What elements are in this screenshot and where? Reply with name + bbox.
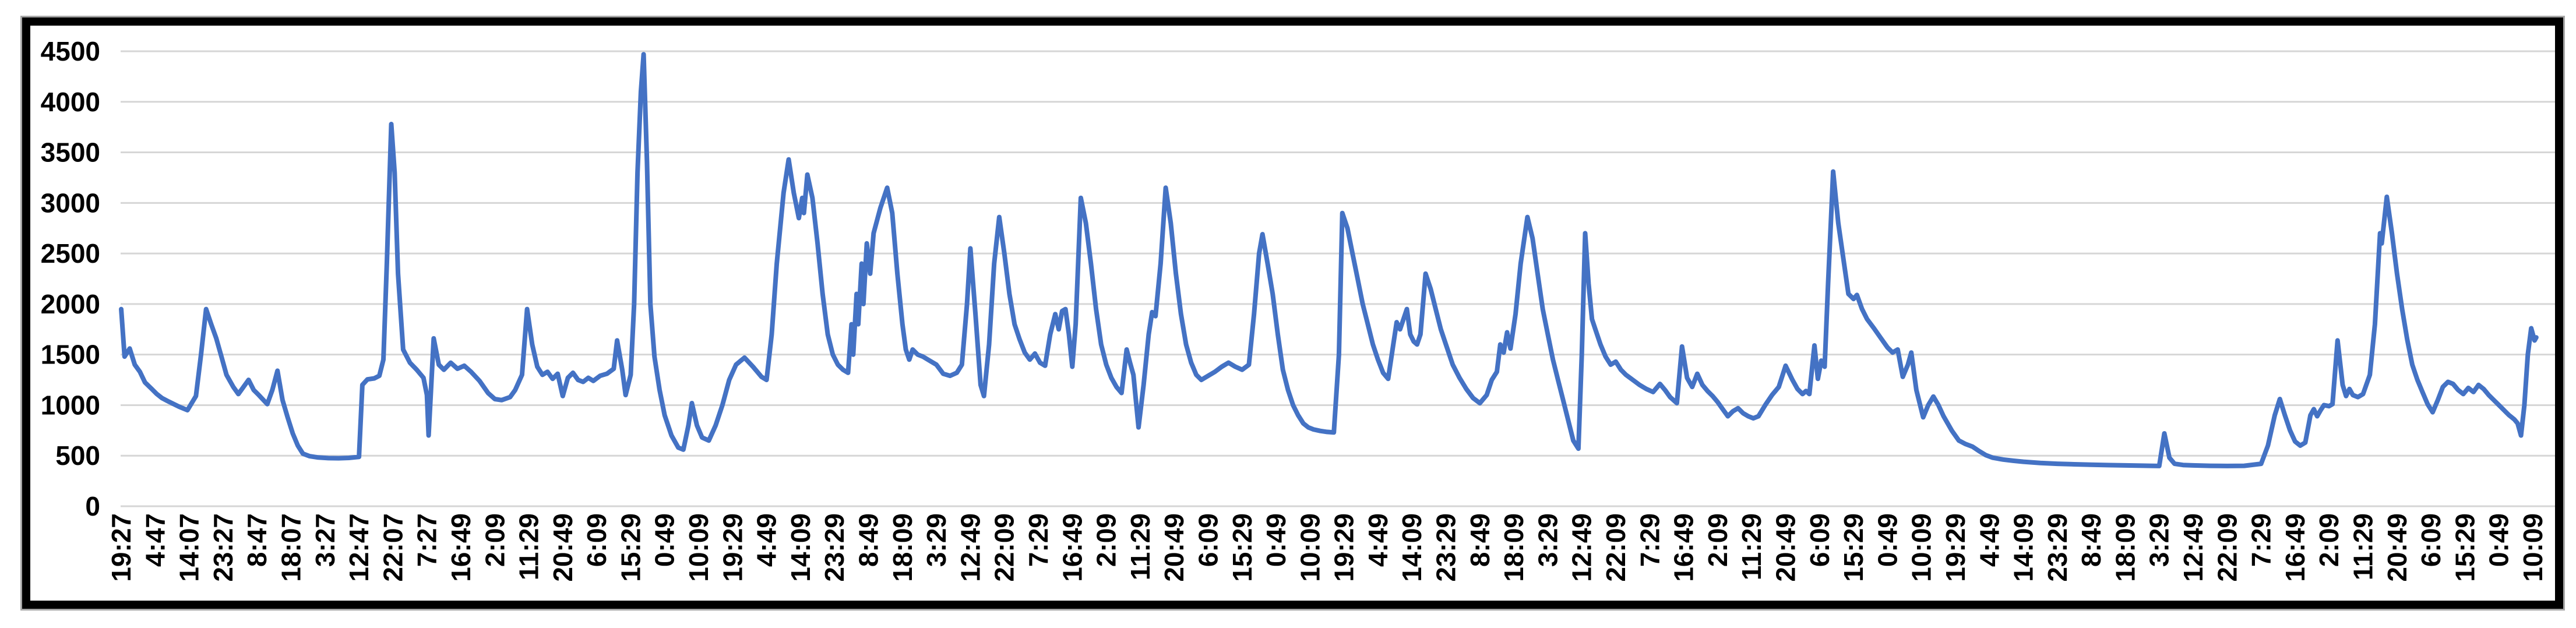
x-tick-label: 23:29 [819,513,850,582]
x-tick-label: 2:09 [2314,513,2344,567]
chart-frame [22,17,2563,609]
y-axis-labels: 0 500 1000 1500 2000 2500 3000 3500 4000 4500 [41,36,100,521]
x-tick-label: 4:49 [752,513,782,567]
y-tick-label: 4500 [41,36,100,66]
x-tick-label: 22:07 [378,513,408,582]
x-tick-label: 12:49 [955,513,985,582]
x-tick-label: 3:27 [310,513,340,567]
x-tick-label: 4:47 [140,513,170,567]
x-tick-label: 19:29 [1940,513,1971,582]
x-tick-label: 7:29 [1634,513,1665,567]
x-tick-label: 23:29 [1431,513,1461,582]
x-tick-label: 6:09 [1193,513,1223,567]
x-tick-label: 11:29 [1736,513,1767,580]
x-tick-label: 15:29 [1227,513,1257,582]
x-tick-label: 18:09 [2110,513,2140,582]
x-tick-label: 20:49 [2382,513,2412,582]
y-tick-label: 500 [55,440,100,471]
x-tick-label: 18:09 [887,513,918,582]
x-tick-label: 19:27 [106,513,136,582]
x-tick-label: 3:29 [921,513,952,567]
x-tick-label: 10:09 [2518,513,2548,582]
x-tick-label: 14:07 [174,513,205,582]
x-tick-label: 16:49 [1057,513,1087,582]
chart-outer-edge [20,16,2565,611]
x-tick-label: 14:09 [785,513,816,582]
x-tick-label: 10:09 [1907,513,1937,582]
x-tick-label: 0:49 [650,513,680,567]
x-tick-label: 22:09 [1601,513,1631,582]
x-tick-label: 10:09 [683,513,714,582]
x-tick-label: 8:47 [242,513,272,567]
x-tick-label: 6:09 [2416,513,2446,567]
x-tick-label: 20:49 [1159,513,1189,582]
x-tick-label: 3:29 [1532,513,1563,567]
x-tick-label: 11:29 [1125,513,1155,580]
x-tick-label: 16:49 [446,513,476,582]
y-tick-label: 3000 [41,188,100,218]
x-tick-label: 3:29 [2144,513,2175,567]
x-tick-label: 6:09 [582,513,612,567]
x-tick-label: 7:27 [412,513,442,567]
x-tick-label: 15:29 [615,513,646,582]
x-tick-label: 0:49 [2484,513,2514,567]
x-tick-label: 8:49 [2076,513,2106,567]
y-tick-label: 4000 [41,87,100,117]
x-tick-label: 20:49 [548,513,578,582]
x-tick-label: 20:49 [1770,513,1800,582]
y-tick-label: 2000 [41,289,100,319]
x-tick-label: 22:09 [2212,513,2242,582]
x-tick-label: 12:49 [1567,513,1597,582]
y-tick-label: 3500 [41,137,100,168]
x-tick-label: 23:27 [208,513,238,582]
x-tick-label: 11:29 [514,513,544,580]
x-tick-label: 22:09 [989,513,1020,582]
x-tick-label: 15:29 [1838,513,1869,582]
x-tick-label: 19:29 [1329,513,1359,582]
x-tick-label: 0:49 [1872,513,1902,567]
y-tick-label: 1000 [41,390,100,420]
y-tick-label: 0 [85,491,100,521]
x-tick-label: 7:29 [2246,513,2277,567]
x-tick-label: 14:09 [2008,513,2039,582]
x-tick-label: 6:09 [1805,513,1835,567]
x-tick-label: 15:29 [2450,513,2480,582]
x-tick-label: 18:07 [276,513,306,582]
x-tick-label: 16:49 [1669,513,1699,582]
x-tick-label: 7:29 [1023,513,1053,567]
x-tick-label: 8:49 [854,513,884,567]
x-tick-label: 10:09 [1295,513,1325,582]
x-tick-label: 2:09 [480,513,510,567]
x-tick-label: 4:49 [1974,513,2004,567]
x-tick-label: 12:49 [2178,513,2208,582]
x-tick-label: 2:09 [1703,513,1733,567]
x-tick-label: 18:09 [1499,513,1529,582]
x-axis-labels: 19:27 4:47 14:07 23:27 8:47 18:07 3:27 12:47 22:… [106,513,2548,582]
x-tick-label: 19:29 [717,513,748,582]
series-line [119,52,2539,468]
x-tick-label: 0:49 [1261,513,1291,567]
y-tick-label: 2500 [41,238,100,269]
x-tick-label: 11:29 [2348,513,2378,580]
y-tick-label: 1500 [41,340,100,370]
x-tick-label: 16:49 [2280,513,2310,582]
x-tick-label: 14:09 [1397,513,1427,582]
x-tick-label: 2:09 [1091,513,1122,567]
x-tick-label: 12:47 [344,513,374,582]
x-tick-label: 8:49 [1465,513,1495,567]
x-tick-label: 4:49 [1363,513,1393,567]
x-tick-label: 23:29 [2042,513,2073,582]
